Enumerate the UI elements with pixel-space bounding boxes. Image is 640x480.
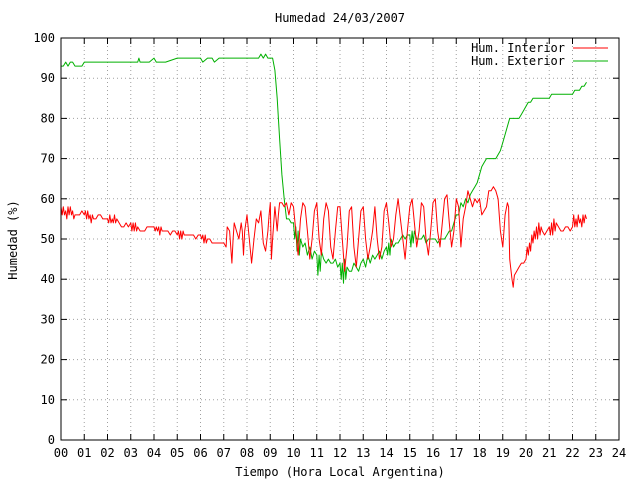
x-axis-label: Tiempo (Hora Local Argentina) <box>235 465 445 479</box>
x-tick-label: 15 <box>403 446 417 460</box>
x-tick-label: 18 <box>472 446 486 460</box>
y-tick-label: 20 <box>41 353 55 367</box>
x-tick-label: 20 <box>519 446 533 460</box>
x-tick-label: 07 <box>217 446 231 460</box>
y-tick-label: 70 <box>41 152 55 166</box>
legend-label-interior: Hum. Interior <box>471 41 565 55</box>
x-tick-label: 03 <box>124 446 138 460</box>
x-tick-label: 11 <box>310 446 324 460</box>
x-tick-label: 10 <box>286 446 300 460</box>
y-tick-label: 40 <box>41 272 55 286</box>
x-tick-label: 02 <box>100 446 114 460</box>
y-axis-label: Humedad (%) <box>6 200 20 279</box>
x-tick-label: 04 <box>147 446 161 460</box>
x-tick-label: 01 <box>77 446 91 460</box>
series-exterior-line <box>61 53 587 284</box>
chart-title: Humedad 24/03/2007 <box>275 11 405 25</box>
x-tick-label: 21 <box>542 446 556 460</box>
y-tick-label: 50 <box>41 232 55 246</box>
x-tick-label: 19 <box>496 446 510 460</box>
y-tick-label: 90 <box>41 71 55 85</box>
x-tick-label: 14 <box>379 446 393 460</box>
x-tick-label: 00 <box>54 446 68 460</box>
x-tick-label: 17 <box>449 446 463 460</box>
x-tick-label: 05 <box>170 446 184 460</box>
x-tick-label: 08 <box>240 446 254 460</box>
ticks: 0 10 20 30 40 50 60 70 80 90 100 00 01 02 03 04 05 06 07 08… <box>33 31 626 460</box>
x-tick-label: 12 <box>333 446 347 460</box>
y-tick-label: 60 <box>41 192 55 206</box>
x-tick-label: 24 <box>612 446 626 460</box>
legend-label-exterior: Hum. Exterior <box>471 54 565 68</box>
x-tick-label: 13 <box>356 446 370 460</box>
y-tick-label: 30 <box>41 312 55 326</box>
y-tick-label: 10 <box>41 393 55 407</box>
legend: Hum. Interior Hum. Exterior <box>471 41 608 68</box>
y-tick-label: 100 <box>33 31 55 45</box>
series-layer <box>60 53 587 288</box>
series-interior-line <box>60 186 587 288</box>
x-tick-label: 06 <box>193 446 207 460</box>
x-tick-label: 22 <box>565 446 579 460</box>
y-tick-label: 0 <box>48 433 55 447</box>
x-tick-label: 16 <box>426 446 440 460</box>
y-tick-label: 80 <box>41 111 55 125</box>
x-tick-label: 09 <box>263 446 277 460</box>
x-tick-label: 23 <box>589 446 603 460</box>
